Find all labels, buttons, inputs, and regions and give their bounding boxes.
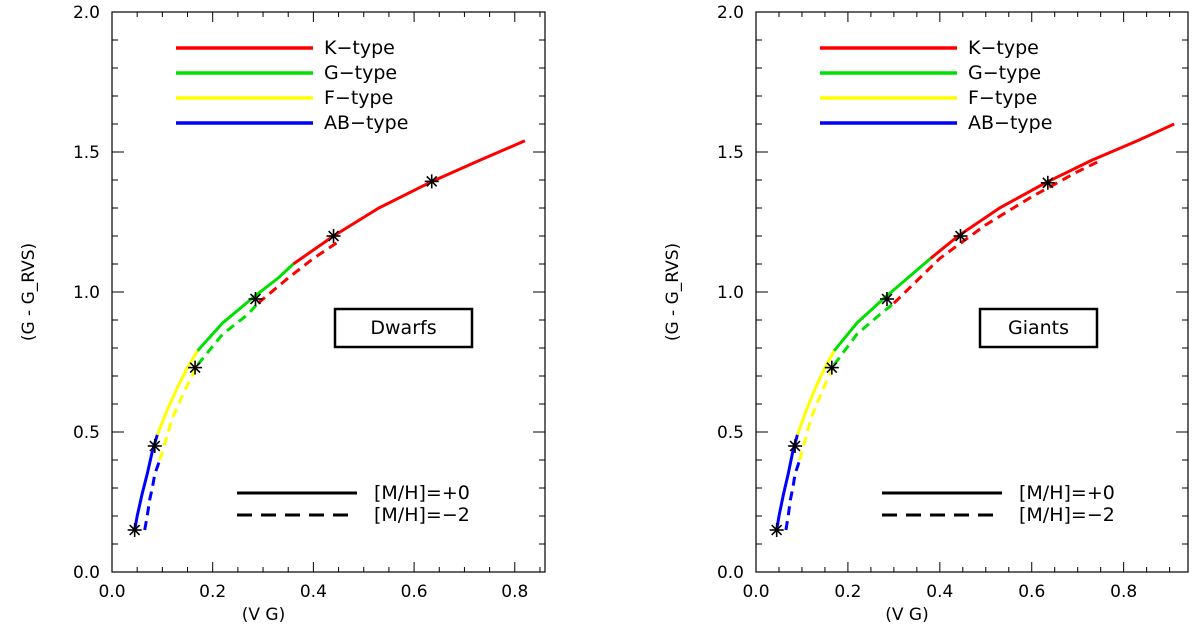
x-tick-label: 0.4	[926, 582, 953, 602]
x-tick-label: 0.0	[98, 582, 125, 602]
x-tick-label: 0.4	[300, 582, 327, 602]
x-tick-label: 0.8	[501, 582, 528, 602]
y-tick-label: 0.0	[73, 563, 100, 583]
series-line-solid	[775, 434, 799, 531]
y-tick-label: 1.5	[73, 143, 100, 163]
series-line-solid	[155, 350, 199, 436]
y-tick-label: 0.0	[717, 563, 744, 583]
x-tick-label: 0.6	[401, 582, 428, 602]
y-tick-label: 1.0	[73, 283, 100, 303]
asterisk-marker	[248, 292, 263, 306]
asterisk-marker	[147, 439, 162, 453]
series-line-dashed	[158, 364, 199, 461]
asterisk-marker	[824, 360, 839, 375]
asterisk-marker	[127, 523, 142, 537]
y-axis-label: (G - G_RVS)	[19, 243, 39, 341]
series-line-dashed	[784, 459, 802, 531]
series-line-solid	[133, 434, 159, 531]
y-tick-label: 1.5	[717, 143, 744, 163]
series-line-dashed	[798, 364, 836, 461]
x-axis-label: (V G)	[885, 605, 928, 625]
color-legend-label: AB−type	[324, 112, 408, 134]
asterisk-marker	[424, 174, 439, 189]
y-tick-label: 2.0	[717, 3, 744, 23]
color-legend-label: F−type	[968, 87, 1037, 109]
y-tick-label: 0.5	[73, 423, 100, 443]
color-legend-label: G−type	[324, 62, 397, 84]
panel-giants: 0.0 0.2 0.4 0.6 0.8 0.0 0.5 1.0 1.5 2.0 (V G) (G - …	[663, 3, 1189, 625]
style-legend-label: [M/H]=−2	[1019, 504, 1115, 526]
series-line-dashed	[196, 302, 260, 366]
style-legend-label: [M/H]=+0	[1019, 482, 1115, 504]
series-line-solid	[795, 350, 836, 436]
series-line-dashed	[143, 459, 162, 531]
y-tick-label: 0.5	[717, 423, 744, 443]
y-axis-label: (G - G_RVS)	[663, 243, 683, 341]
annotation-box	[333, 307, 474, 349]
series-line-dashed	[832, 302, 895, 366]
annotation-label: Dwarfs	[370, 317, 436, 339]
y-tick-label: 1.0	[717, 283, 744, 303]
x-tick-label: 0.8	[1110, 582, 1137, 602]
asterisk-marker	[788, 439, 803, 453]
series-line-solid	[196, 262, 295, 352]
series-line-solid	[292, 139, 526, 266]
asterisk-marker	[326, 229, 341, 243]
style-legend-label: [M/H]=+0	[374, 482, 470, 504]
x-tick-label: 0.2	[199, 582, 226, 602]
asterisk-marker	[953, 229, 968, 243]
x-axis-label: (V G)	[242, 605, 285, 625]
series-line-dashed	[892, 159, 1102, 305]
series-line-dashed	[257, 240, 340, 305]
y-tick-label: 2.0	[73, 3, 100, 23]
asterisk-marker	[769, 523, 784, 537]
asterisk-marker	[1040, 175, 1055, 190]
style-legend-label: [M/H]=−2	[374, 504, 470, 526]
panel-dwarfs: 0.0 0.2 0.4 0.6 0.8 0.0 0.5 1.0 1.5 2.0 (V G) (G - …	[19, 3, 546, 625]
annotation-box	[978, 307, 1099, 349]
asterisk-marker	[879, 292, 894, 306]
color-legend-label: G−type	[968, 62, 1041, 84]
color-legend-label: AB−type	[968, 112, 1052, 134]
x-tick-label: 0.2	[834, 582, 861, 602]
color-legend-label: K−type	[968, 37, 1039, 59]
x-tick-label: 0.6	[1018, 582, 1045, 602]
color-legend-label: K−type	[324, 37, 395, 59]
series-line-solid	[832, 257, 932, 352]
annotation-label: Giants	[1008, 317, 1069, 339]
asterisk-marker	[188, 360, 203, 375]
x-tick-label: 0.0	[742, 582, 769, 602]
color-legend-label: F−type	[324, 87, 393, 109]
